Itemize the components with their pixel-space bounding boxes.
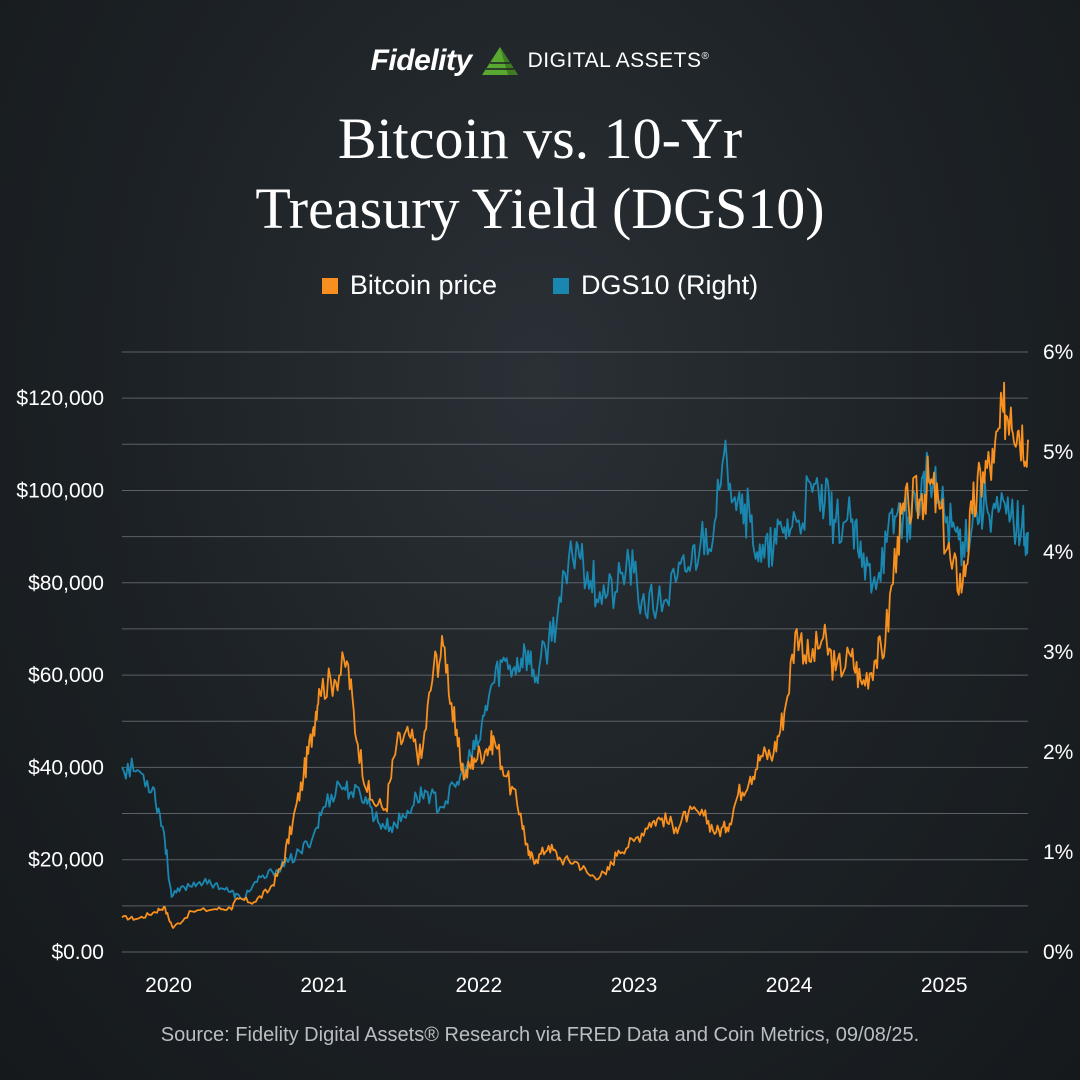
x-tick-label: 2025 xyxy=(921,974,968,997)
y-left-tick-label: $120,000 xyxy=(16,387,104,410)
chart-title-line-1: Bitcoin vs. 10-Yr xyxy=(337,106,743,171)
legend-swatch-bitcoin xyxy=(321,277,338,294)
source-note: Source: Fidelity Digital Assets® Researc… xyxy=(160,1024,920,1046)
pyramid-logo-icon xyxy=(481,47,518,75)
chart-title-line-2: Treasury Yield (DGS10) xyxy=(255,176,825,241)
series-line-dgs10 xyxy=(121,439,1029,901)
x-tick-label: 2024 xyxy=(766,974,813,997)
y-right-tick-label: 1% xyxy=(1043,841,1073,864)
y-right-tick-label: 3% xyxy=(1043,641,1073,664)
series-line-bitcoin xyxy=(121,381,1029,929)
x-tick-label: 2021 xyxy=(300,974,347,997)
y-left-tick-label: $0.00 xyxy=(51,941,104,964)
brand-name: Fidelity xyxy=(370,44,473,77)
legend-item-bitcoin: Bitcoin price xyxy=(321,270,497,301)
y-left-tick-label: $40,000 xyxy=(28,756,104,779)
y-right-tick-label: 6% xyxy=(1043,341,1073,364)
y-right-tick-label: 5% xyxy=(1043,441,1073,464)
brand-header: Fidelity DIGITAL ASSETS® xyxy=(0,44,1080,78)
y-left-tick-label: $60,000 xyxy=(28,664,104,687)
y-right-tick-label: 4% xyxy=(1043,541,1073,564)
y-left-tick-label: $100,000 xyxy=(16,479,104,502)
y-right-tick-label: 2% xyxy=(1043,741,1073,764)
legend-label-dgs10: DGS10 (Right) xyxy=(581,270,759,300)
legend-label-bitcoin: Bitcoin price xyxy=(349,270,497,300)
x-tick-label: 2022 xyxy=(455,974,502,997)
chart-legend: Bitcoin price DGS10 (Right) xyxy=(0,270,1080,301)
y-left-tick-label: $80,000 xyxy=(28,572,104,595)
legend-swatch-dgs10 xyxy=(553,277,569,294)
x-tick-label: 2023 xyxy=(611,974,658,997)
x-tick-label: 2020 xyxy=(145,974,192,997)
y-left-tick-label: $20,000 xyxy=(28,849,104,872)
chart-title: Bitcoin vs. 10-Yr Treasury Yield (DGS10) xyxy=(0,104,1080,244)
brand-subtitle: DIGITAL ASSETS® xyxy=(527,49,710,72)
y-right-tick-label: 0% xyxy=(1043,941,1073,964)
legend-item-dgs10: DGS10 (Right) xyxy=(553,270,758,301)
